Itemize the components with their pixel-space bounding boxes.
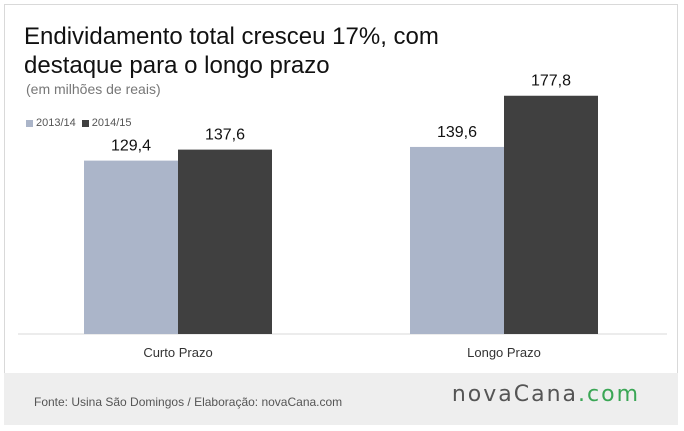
plot-area: 129,4 137,6 Curto Prazo 139,6 177,8 Longo Pra… [18,73,667,360]
source-note: Fonte: Usina São Domingos / Elaboração: … [34,395,343,409]
x-tick-label: Longo Prazo [467,345,541,360]
bar-longo-prazo-2014-15 [504,95,598,334]
brand-name: novaCana [451,382,579,407]
brand-suffix: .com [578,382,640,407]
x-tick-label: Curto Prazo [143,345,212,360]
legend-swatch-2013-14 [26,119,33,127]
chart-subtitle: (em milhões de reais) [26,81,161,97]
legend-label-2013-14: 2013/14 [36,117,76,129]
bar-curto-prazo-2013-14 [84,160,178,334]
footer: Fonte: Usina São Domingos / Elaboração: … [4,373,678,425]
brand-logo: novaCana.com [452,382,640,407]
data-label: 177,8 [531,73,571,90]
bar-curto-prazo-2014-15 [178,149,272,334]
legend-item-2014-15: 2014/15 [81,117,132,129]
data-label: 139,6 [437,124,477,141]
legend-item-2013-14: 2013/14 [26,117,76,129]
data-label: 137,6 [205,127,245,144]
data-label: 129,4 [111,138,151,155]
chart-title: Endividamento total cresceu 17%, com des… [24,23,439,79]
legend-label-2014-15: 2014/15 [91,117,132,129]
bar-longo-prazo-2013-14 [410,146,504,334]
legend-swatch-2014-15 [81,119,89,127]
legend: 2013/14 2014/15 [26,117,138,129]
